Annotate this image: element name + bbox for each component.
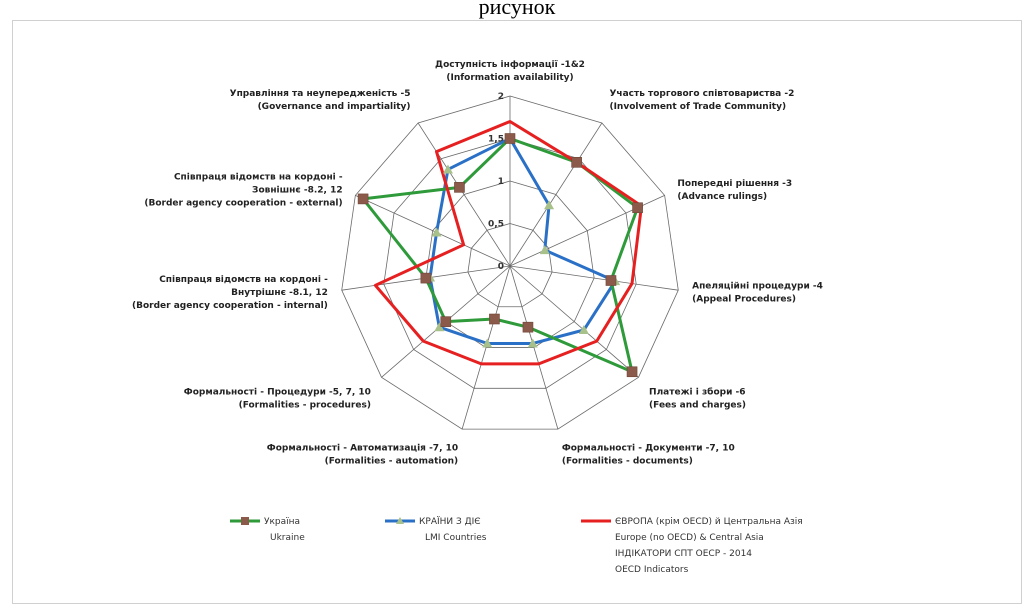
axis-label: Формальності - Автоматизація -7, 10	[267, 443, 458, 454]
axis-label: (Involvement of Trade Community)	[609, 102, 786, 112]
axis-label: (Formalities - documents)	[562, 457, 693, 467]
series-line	[361, 137, 640, 374]
axis-label: Участь торгового співтовариства -2	[609, 88, 794, 99]
legend-marker	[396, 517, 404, 524]
axis-spoke	[509, 122, 603, 267]
axis-label: Зовнішнє -8.2, 12	[252, 185, 343, 196]
axis-spoke	[509, 265, 679, 291]
data-point	[632, 202, 643, 214]
legend-label: Україна	[264, 517, 300, 527]
legend-label: LMI Countries	[425, 533, 487, 543]
tick-label: 0,5	[488, 220, 504, 230]
axis-label: Доступність інформації -1&2	[435, 59, 585, 70]
data-point	[626, 366, 638, 378]
tick-label: 1,5	[488, 135, 504, 145]
data-point	[434, 322, 445, 332]
page-caption: рисунок	[478, 0, 556, 19]
radar-chart: 0 0,5 1 1,5 2 Доступність інформації -1&2 (Inf…	[12, 20, 1022, 604]
axis-label: (Formalities - procedures)	[239, 400, 371, 410]
data-point	[571, 157, 582, 168]
data-point	[442, 164, 453, 174]
legend-label: Ukraine	[270, 533, 305, 543]
data-point	[357, 193, 369, 205]
series-line	[428, 137, 617, 345]
grid-ring	[383, 138, 637, 389]
data-point	[440, 316, 452, 327]
data-point	[539, 245, 550, 255]
data-point	[605, 275, 617, 286]
axis-label: (Governance and impartiality)	[258, 102, 411, 112]
axis-label: (Formalities - automation)	[325, 457, 459, 467]
axis-label: Апеляційні процедури -4	[692, 281, 823, 292]
axis-spoke	[509, 265, 559, 430]
data-point	[489, 313, 500, 325]
data-point	[454, 182, 465, 193]
axis-label: Внутрішнє -8.1, 12	[231, 287, 328, 298]
data-point	[504, 133, 516, 144]
series-line	[373, 120, 643, 366]
axis-label: Формальності - Процедури -5, 7, 10	[184, 386, 371, 397]
axis-label: (Appeal Procedures)	[692, 295, 796, 305]
data-point	[522, 321, 534, 333]
tick-label: 0	[498, 262, 504, 272]
legend-label: OECD Indicators	[615, 565, 689, 575]
axis-spoke	[461, 265, 511, 430]
data-point	[527, 338, 538, 348]
axis-label: (Fees and charges)	[649, 400, 746, 410]
grid-ring	[341, 95, 679, 430]
axis-label: (Information availability)	[446, 73, 573, 83]
data-point	[544, 200, 555, 210]
legend-label: КРАЇНИ З ДІЄ	[419, 516, 481, 527]
axis-label: (Border agency cooperation - external)	[144, 199, 342, 209]
axis-label: (Border agency cooperation - internal)	[132, 301, 328, 311]
axis-spoke	[355, 195, 511, 267]
axis-label: Попередні рішення -3	[677, 178, 792, 189]
radar-chart-svg: 0 0,5 1 1,5 2 Доступність інформації -1&2 (Inf…	[132, 59, 823, 575]
legend-label: ІНДІКАТОРИ СПТ ОЕСР - 2014	[615, 549, 752, 559]
axis-label: Управління та неупередженість -5	[230, 88, 411, 99]
axis-label: Співпраця відомств на кордоні -	[159, 274, 328, 285]
axis-label: (Advance rulings)	[677, 192, 767, 202]
data-point	[431, 227, 442, 237]
data-point	[420, 272, 432, 284]
legend-marker	[241, 517, 249, 525]
data-point	[578, 325, 589, 335]
axis-label: Формальності - Документи -7, 10	[562, 443, 735, 454]
axis-label: Співпраця відомств на кордоні -	[174, 172, 343, 183]
data-point	[482, 338, 493, 348]
tick-label: 2	[498, 92, 504, 102]
axis-label: Платежі і збори -6	[649, 386, 746, 397]
legend-label: Europe (no OECD) & Central Asia	[615, 533, 764, 543]
legend-label: ЄВРОПА (крім OECD) й Центральна Азія	[615, 517, 803, 527]
axis-spoke	[417, 122, 511, 267]
tick-label: 1	[498, 177, 504, 187]
axis-spoke	[509, 265, 639, 378]
